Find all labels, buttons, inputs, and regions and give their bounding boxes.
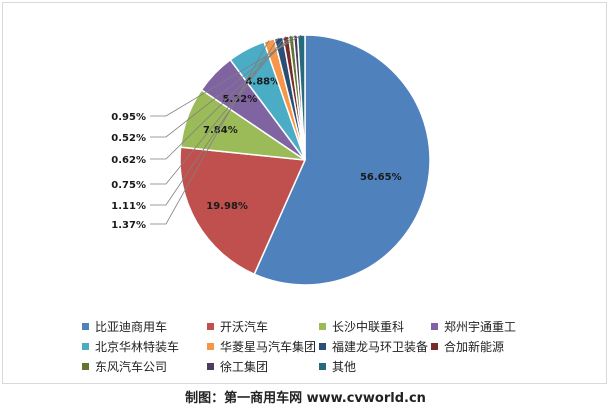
legend-item-byd: 比亚迪商用车 bbox=[82, 318, 207, 335]
legend-item-longma: 福建龙马环卫装备 bbox=[319, 338, 431, 355]
legend-swatch bbox=[431, 323, 438, 330]
legend-label: 北京华林特装车 bbox=[95, 340, 180, 354]
slice-label-hejia: 0.75% bbox=[111, 180, 146, 191]
leader-line-other bbox=[150, 34, 302, 117]
legend-item-hejia: 合加新能源 bbox=[431, 338, 542, 355]
legend-item-yutong: 郑州宇通重工 bbox=[431, 318, 542, 335]
slice-label-hualin: 4.88% bbox=[245, 77, 280, 88]
leader-line-xcmg bbox=[150, 35, 296, 138]
leader-line-hejia bbox=[150, 36, 287, 185]
pie-chart: 56.65% 19.98% 7.84% 5.32% 4.88% 1.37% 1.11% 0.7… bbox=[111, 34, 431, 286]
leader-line-longma bbox=[150, 37, 279, 206]
slice-label-yutong: 5.32% bbox=[223, 94, 258, 105]
pie-slice-kaiwo bbox=[179, 146, 307, 276]
slice-label-byd: 56.65% bbox=[360, 172, 402, 183]
slice-label-other: 0.95% bbox=[111, 112, 146, 123]
legend-label: 华菱星马汽车集团 bbox=[220, 340, 317, 354]
slice-label-zoomlion: 7.84% bbox=[203, 125, 238, 136]
slice-label-kaiwo: 19.98% bbox=[206, 201, 248, 212]
legend-item-kaiwo: 开沃汽车 bbox=[207, 318, 319, 335]
legend-item-hualin: 北京华林特装车 bbox=[82, 338, 207, 355]
legend-label: 福建龙马环卫装备 bbox=[332, 340, 429, 354]
legend-item-zoomlion: 长沙中联重科 bbox=[319, 318, 431, 335]
legend-label: 东风汽车公司 bbox=[95, 360, 168, 374]
legend-swatch bbox=[82, 363, 89, 370]
slice-label-dongfeng: 0.62% bbox=[111, 155, 146, 166]
legend-swatch bbox=[207, 363, 214, 370]
legend-label: 开沃汽车 bbox=[220, 320, 269, 334]
slice-label-xcmg: 0.52% bbox=[111, 133, 146, 144]
legend-label: 其他 bbox=[332, 360, 357, 374]
legend-swatch bbox=[431, 343, 438, 350]
legend-item-xingma: 华菱星马汽车集团 bbox=[207, 338, 319, 355]
legend-label: 徐工集团 bbox=[220, 360, 269, 374]
legend-label: 比亚迪商用车 bbox=[95, 320, 168, 334]
legend-swatch bbox=[82, 323, 89, 330]
legend-label: 合加新能源 bbox=[444, 340, 505, 354]
legend-swatch bbox=[319, 363, 326, 370]
legend-item-dongfeng: 东风汽车公司 bbox=[82, 358, 207, 375]
legend-item-other: 其他 bbox=[319, 358, 431, 375]
legend-item-xcmg: 徐工集团 bbox=[207, 358, 319, 375]
leader-line-xingma bbox=[150, 40, 270, 225]
slice-label-xingma: 1.37% bbox=[111, 220, 146, 231]
legend-swatch bbox=[207, 343, 214, 350]
chart-credit: 制图：第一商用车网 www.cvworld.cn bbox=[185, 391, 426, 406]
legend-swatch bbox=[319, 323, 326, 330]
chart-legend: 比亚迪商用车 开沃汽车 长沙中联重科 郑州宇通重工北京华林特装车 华菱星马汽车集团 福建龙… bbox=[82, 318, 542, 375]
legend-label: 郑州宇通重工 bbox=[444, 320, 517, 334]
legend-swatch bbox=[207, 323, 214, 330]
legend-swatch bbox=[319, 343, 326, 350]
slice-label-longma: 1.11% bbox=[111, 201, 146, 212]
leader-line-dongfeng bbox=[150, 35, 292, 160]
legend-label: 长沙中联重科 bbox=[332, 320, 405, 334]
legend-swatch bbox=[82, 343, 89, 350]
pie-slice-byd bbox=[253, 34, 431, 286]
